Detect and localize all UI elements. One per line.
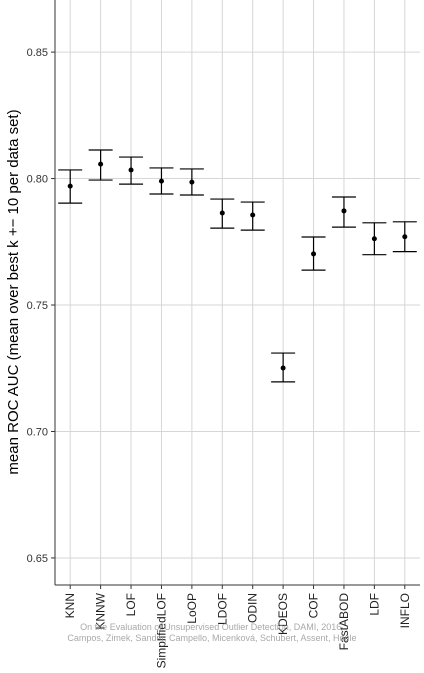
x-tick-label: FastABOD	[337, 593, 351, 651]
source-note: On the Evaluation of Unsupervised Outlie…	[67, 622, 356, 643]
x-tick-label: KNNW	[94, 592, 108, 629]
x-tick-label: ODIN	[246, 593, 260, 623]
x-tick-label: LOF	[124, 593, 138, 616]
x-tick-label: SimplifiedLOF	[154, 593, 168, 668]
x-tick-label: LoOP	[185, 593, 199, 624]
point	[67, 183, 73, 189]
y-tick-label: 0.65	[27, 553, 48, 565]
point	[250, 212, 256, 218]
y-tick-label: 0.80	[27, 174, 48, 186]
point	[280, 365, 286, 371]
x-tick-label: COF	[307, 593, 321, 618]
x-tick-label: KDEOS	[276, 593, 290, 635]
point	[402, 234, 408, 240]
point	[371, 236, 377, 242]
point	[98, 161, 104, 167]
point	[158, 178, 164, 184]
x-tick-label: KNN	[63, 593, 77, 618]
x-tick-label: INFLO	[398, 593, 412, 628]
x-tick-label: LDF	[367, 593, 381, 616]
point	[128, 167, 134, 173]
y-tick-label: 0.75	[27, 300, 48, 312]
y-tick-label: 0.70	[27, 426, 48, 438]
point	[311, 251, 317, 257]
point	[219, 210, 225, 216]
y-axis-label: mean ROC AUC (mean over best k +− 10 per…	[5, 109, 22, 474]
point	[341, 208, 347, 214]
point	[189, 179, 195, 185]
y-tick-label: 0.85	[27, 47, 48, 59]
x-tick-label: LDOF	[215, 593, 229, 625]
